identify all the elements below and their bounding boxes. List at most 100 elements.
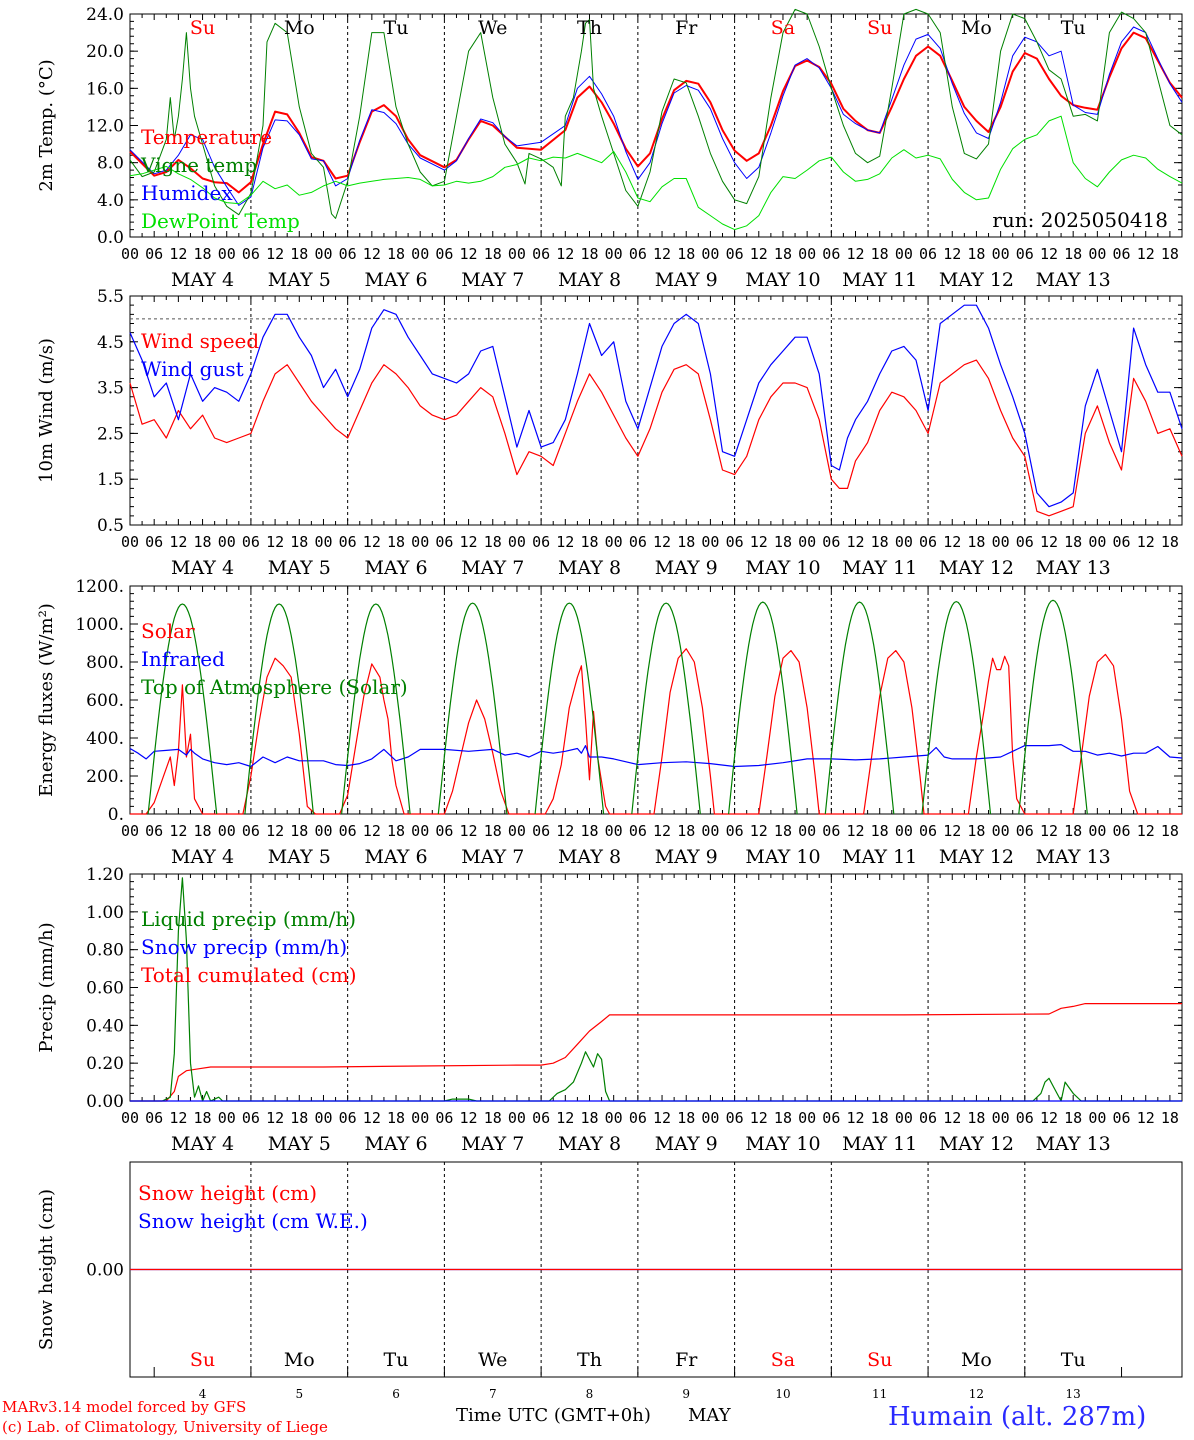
x-hour-label: 18 xyxy=(484,822,502,840)
x-date-label: MAY 6 xyxy=(364,557,427,579)
x-hour-label: 06 xyxy=(532,822,550,840)
x-hour-label: 18 xyxy=(871,1109,889,1127)
x-minor-ticks xyxy=(129,14,1183,237)
x-hour-label: 12 xyxy=(1137,822,1155,840)
legend-item-wind-gust: Wind gust xyxy=(141,357,244,381)
snow-day-ticks xyxy=(153,1367,1123,1377)
x-hour-label: 18 xyxy=(677,245,695,263)
legend-item-snow-height-cm-: Snow height (cm) xyxy=(138,1181,317,1205)
x-hour-label: 18 xyxy=(967,1109,985,1127)
x-hour-label: 00 xyxy=(121,245,139,263)
x-hour-label: 00 xyxy=(895,245,913,263)
x-hour-label: 12 xyxy=(169,822,187,840)
weekday-label-5: Mo xyxy=(284,17,315,39)
x-hour-label: 00 xyxy=(314,822,332,840)
x-hour-label: 12 xyxy=(943,822,961,840)
x-date-label: MAY 5 xyxy=(268,1133,331,1155)
weekday-label-bottom-13: Tu xyxy=(1061,1349,1086,1371)
day-number-label: 8 xyxy=(586,1387,594,1401)
x-hour-label: 12 xyxy=(556,533,574,551)
x-hour-label: 18 xyxy=(1161,245,1179,263)
x-hour-label: 06 xyxy=(339,822,357,840)
x-hour-label: 12 xyxy=(943,533,961,551)
x-date-label: MAY 12 xyxy=(939,846,1014,868)
credit-model: MARv3.14 model forced by GFS xyxy=(2,1398,247,1416)
weekday-label-6: Tu xyxy=(384,17,409,39)
x-date-label: MAY 6 xyxy=(364,269,427,291)
legend-item-total-cumulated-cm-: Total cumulated (cm) xyxy=(141,963,357,987)
x-hour-label: 00 xyxy=(605,533,623,551)
x-date-label: MAY 7 xyxy=(461,269,524,291)
weekday-label-11: Su xyxy=(867,17,892,39)
x-date-label: MAY 8 xyxy=(558,269,621,291)
x-hour-label: 00 xyxy=(798,822,816,840)
y-tick-label: 8.0 xyxy=(97,154,124,174)
x-hour-label: 00 xyxy=(605,822,623,840)
series-line-infrared xyxy=(129,743,1183,768)
day-number-label: 10 xyxy=(775,1387,790,1401)
x-date-label: MAY 9 xyxy=(655,269,718,291)
x-hour-label: 18 xyxy=(1064,822,1082,840)
x-hour-label: 00 xyxy=(605,245,623,263)
x-hour-label: 00 xyxy=(314,245,332,263)
x-date-label: MAY 11 xyxy=(842,1133,917,1155)
toa-solar-day-5 xyxy=(244,603,314,815)
x-hour-label: 00 xyxy=(895,533,913,551)
x-hour-label: 12 xyxy=(653,822,671,840)
x-hour-label: 12 xyxy=(266,245,284,263)
y-tick-label: 12.0 xyxy=(86,117,124,137)
x-hour-label: 06 xyxy=(919,245,937,263)
x-hour-label: 00 xyxy=(992,533,1010,551)
x-date-label: MAY 10 xyxy=(745,1133,820,1155)
x-hour-label: 18 xyxy=(484,245,502,263)
x-hour-label: 06 xyxy=(435,822,453,840)
x-hour-label: 18 xyxy=(1161,822,1179,840)
y-tick-label: 0.00 xyxy=(86,1092,124,1112)
weekday-label-13: Tu xyxy=(1061,17,1086,39)
x-hour-label: 06 xyxy=(1113,1109,1131,1127)
x-hour-label: 18 xyxy=(484,1109,502,1127)
x-hour-label: 18 xyxy=(871,822,889,840)
x-hour-label: 12 xyxy=(1040,245,1058,263)
x-hour-label: 06 xyxy=(532,245,550,263)
x-hour-label: 06 xyxy=(145,1109,163,1127)
x-date-label: MAY 13 xyxy=(1036,269,1111,291)
x-hour-label: 12 xyxy=(750,245,768,263)
x-hour-label: 00 xyxy=(314,533,332,551)
x-hour-label: 18 xyxy=(387,533,405,551)
x-hour-label: 18 xyxy=(194,533,212,551)
series-line-vigne-temp xyxy=(129,8,1183,219)
x-date-label: MAY 4 xyxy=(171,1133,234,1155)
x-hour-label: 18 xyxy=(580,1109,598,1127)
x-hour-label: 18 xyxy=(194,245,212,263)
x-hour-label: 12 xyxy=(1137,245,1155,263)
credit-lab: (c) Lab. of Climatology, University of L… xyxy=(2,1418,328,1436)
x-hour-label: 00 xyxy=(218,533,236,551)
x-hour-label: 00 xyxy=(121,822,139,840)
weekday-label-bottom-5: Mo xyxy=(284,1349,315,1371)
weekday-label-bottom-6: Tu xyxy=(384,1349,409,1371)
x-hour-label: 06 xyxy=(822,822,840,840)
y-tick-label: 600. xyxy=(86,691,124,711)
x-hour-label: 12 xyxy=(750,822,768,840)
weekday-label-7: We xyxy=(478,17,507,39)
weekday-label-bottom-10: Sa xyxy=(771,1349,795,1371)
weekday-label-4: Su xyxy=(190,17,215,39)
x-hour-label: 18 xyxy=(967,245,985,263)
x-hour-label: 00 xyxy=(701,1109,719,1127)
x-hour-label: 06 xyxy=(435,533,453,551)
x-hour-label: 12 xyxy=(943,1109,961,1127)
x-date-label: MAY 12 xyxy=(939,557,1014,579)
x-hour-label: 00 xyxy=(798,245,816,263)
series-line-humidex xyxy=(129,26,1183,206)
x-date-label: MAY 9 xyxy=(655,1133,718,1155)
toa-solar-day-7 xyxy=(437,602,508,815)
y-tick-label: 0.60 xyxy=(86,979,124,999)
x-hour-label: 12 xyxy=(846,533,864,551)
legend-item-liquid-precip-mm-h-: Liquid precip (mm/h) xyxy=(141,907,356,931)
x-hour-label: 18 xyxy=(387,245,405,263)
legend-item-solar: Solar xyxy=(141,619,195,643)
x-hour-label: 18 xyxy=(774,245,792,263)
series-line-wind-speed xyxy=(129,359,1183,517)
